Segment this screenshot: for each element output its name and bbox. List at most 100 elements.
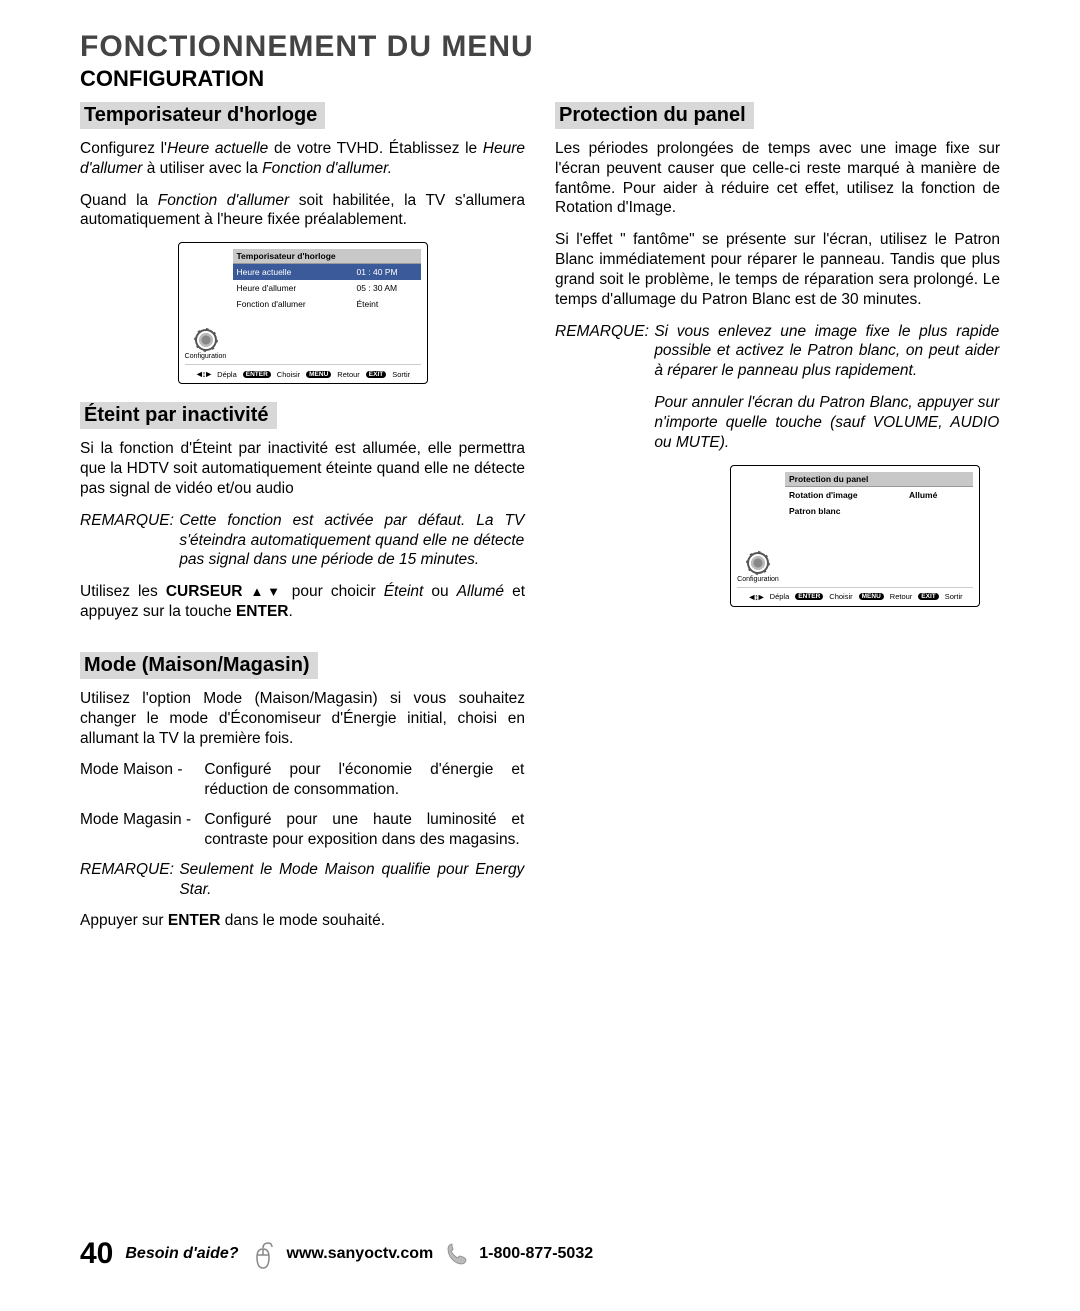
menu-key: Heure actuelle [237,267,357,277]
gear-icon [195,329,217,351]
nav-arrows-icon: ◄↕► [747,592,763,602]
pill-enter: ENTER [243,371,271,378]
remark-body: Seulement le Mode Maison qualifie pour E… [179,860,524,900]
remark-label: REMARQUE: [555,322,650,342]
menu-side-label: Configuration [185,353,227,360]
menu-row: Rotation d'image Allumé [785,487,973,503]
menu-key: Fonction d'allumer [237,299,357,309]
remark-label-empty [555,393,650,413]
menu-title: Temporisateur d'horloge [233,249,421,264]
phone-icon [445,1241,467,1267]
text-italic: Allumé [457,583,504,600]
pill-menu: MENU [306,371,331,378]
menu-footer: ◄↕► Dépla ENTERChoisir MENURetour EXITSo… [737,587,973,602]
para-temporisateur-1: Configurez l'Heure actuelle de votre TVH… [80,139,525,179]
footer-label: Choisir [277,370,300,379]
menu-title: Protection du panel [785,472,973,487]
remark-label: REMARQUE: [80,860,175,880]
menu-value: 05 : 30 AM [357,283,417,293]
text: à utiliser avec la [142,160,262,177]
menu-main: Temporisateur d'horloge Heure actuelle 0… [233,249,421,364]
para-mode-1: Utilisez l'option Mode (Maison/Magasin) … [80,689,525,748]
menu-value: Allumé [909,490,969,500]
hang-label: Mode Magasin - [80,810,200,830]
text: pour choicir [284,583,384,600]
footer-label: Retour [337,370,360,379]
page-footer: 40 Besoin d'aide? www.sanyoctv.com 1-800… [80,1237,1000,1271]
right-column: Protection du panel Les périodes prolong… [555,102,1000,943]
hang-body: Configuré pour l'économie d'énergie et r… [204,760,524,800]
hang-magasin: Mode Magasin - Configuré pour une haute … [80,810,525,850]
text: Configurez l' [80,140,167,157]
menu-side: Configuration [185,249,227,364]
menu-row: Heure actuelle 01 : 40 PM [233,264,421,280]
menu-key: Heure d'allumer [237,283,357,293]
text-bold: CURSEUR [166,583,243,600]
text: . [289,603,293,620]
menu-body: Configuration Protection du panel Rotati… [737,472,973,587]
para-temporisateur-2: Quand la Fonction d'allumer soit habilit… [80,191,525,231]
para-protection-2: Si l'effet " fantôme" se présente sur l'… [555,230,1000,309]
menu-key: Patron blanc [789,506,969,516]
menu-row: Heure d'allumer 05 : 30 AM [233,280,421,296]
menu-footer: ◄↕► Dépla ENTER Choisir MENU Retour EXIT So… [185,364,421,379]
remark-protection-2: Pour annuler l'écran du Patron Blanc, ap… [555,393,1000,452]
pill-enter: ENTER [795,593,823,600]
menu-row: Patron blanc [785,503,973,519]
footer-url: www.sanyoctv.com [287,1245,434,1263]
text: ou [423,583,456,600]
page-subtitle: CONFIGURATION [80,66,1000,92]
footer-label: Dépla [770,592,790,601]
heading-protection: Protection du panel [555,102,754,129]
pill-exit: EXIT [918,593,938,600]
menu-protection: Configuration Protection du panel Rotati… [730,465,980,607]
up-down-arrows-icon: ▲▼ [251,584,284,599]
hang-label: Mode Maison - [80,760,200,780]
left-column: Temporisateur d'horloge Configurez l'Heu… [80,102,525,943]
text-italic: Fonction d'allumer [158,192,289,209]
nav-arrows-icon: ◄↕► [195,369,211,379]
mouse-icon [251,1239,275,1269]
remark-protection-1: REMARQUE: Si vous enlevez une image fixe… [555,322,1000,381]
text: dans le mode souhaité. [220,912,385,929]
para-protection-1: Les périodes prolongées de temps avec un… [555,139,1000,218]
footer-label: Sortir [392,370,410,379]
pill-menu: MENU [859,593,884,600]
hang-maison: Mode Maison - Configuré pour l'économie … [80,760,525,800]
hang-body: Configuré pour une haute luminosité et c… [204,810,524,850]
help-text: Besoin d'aide? [125,1245,238,1263]
heading-eteint: Éteint par inactivité [80,402,277,429]
pill-exit: EXIT [366,371,386,378]
remark-body: Cette fonction est activée par défaut. L… [179,511,524,570]
remark-label: REMARQUE: [80,511,175,531]
heading-mode: Mode (Maison/Magasin) [80,652,318,679]
menu-value: Éteint [357,299,417,309]
page-number: 40 [80,1237,113,1271]
para-eteint-1: Si la fonction d'Éteint par inactivité e… [80,439,525,498]
heading-temporisateur: Temporisateur d'horloge [80,102,325,129]
text-italic: Heure actuelle [167,140,268,157]
content-columns: Temporisateur d'horloge Configurez l'Heu… [80,102,1000,943]
text-italic: Éteint [384,583,424,600]
text: Appuyer sur [80,912,168,929]
remark-body: Pour annuler l'écran du Patron Blanc, ap… [654,393,999,452]
text: Utilisez les [80,583,166,600]
footer-phone: 1-800-877-5032 [479,1245,593,1263]
footer-label: Sortir [945,592,963,601]
text: de votre TVHD. Établissez le [268,140,482,157]
footer-label: Dépla [217,370,237,379]
footer-label: Choisir [829,592,852,601]
menu-main: Protection du panel Rotation d'image All… [785,472,973,587]
remark-eteint: REMARQUE: Cette fonction est activée par… [80,511,525,570]
para-eteint-2: Utilisez les CURSEUR ▲▼ pour choicir Éte… [80,582,525,622]
menu-row: Fonction d'allumer Éteint [233,296,421,312]
remark-body: Si vous enlevez une image fixe le plus r… [654,322,999,381]
menu-side-label: Configuration [737,576,779,583]
text-italic: Fonction d'allumer. [262,160,392,177]
menu-key: Rotation d'image [789,490,909,500]
menu-value: 01 : 40 PM [357,267,417,277]
text: Quand la [80,192,158,209]
para-mode-2: Appuyer sur ENTER dans le mode souhaité. [80,911,525,931]
menu-body: Configuration Temporisateur d'horloge He… [185,249,421,364]
remark-mode: REMARQUE: Seulement le Mode Maison quali… [80,860,525,900]
